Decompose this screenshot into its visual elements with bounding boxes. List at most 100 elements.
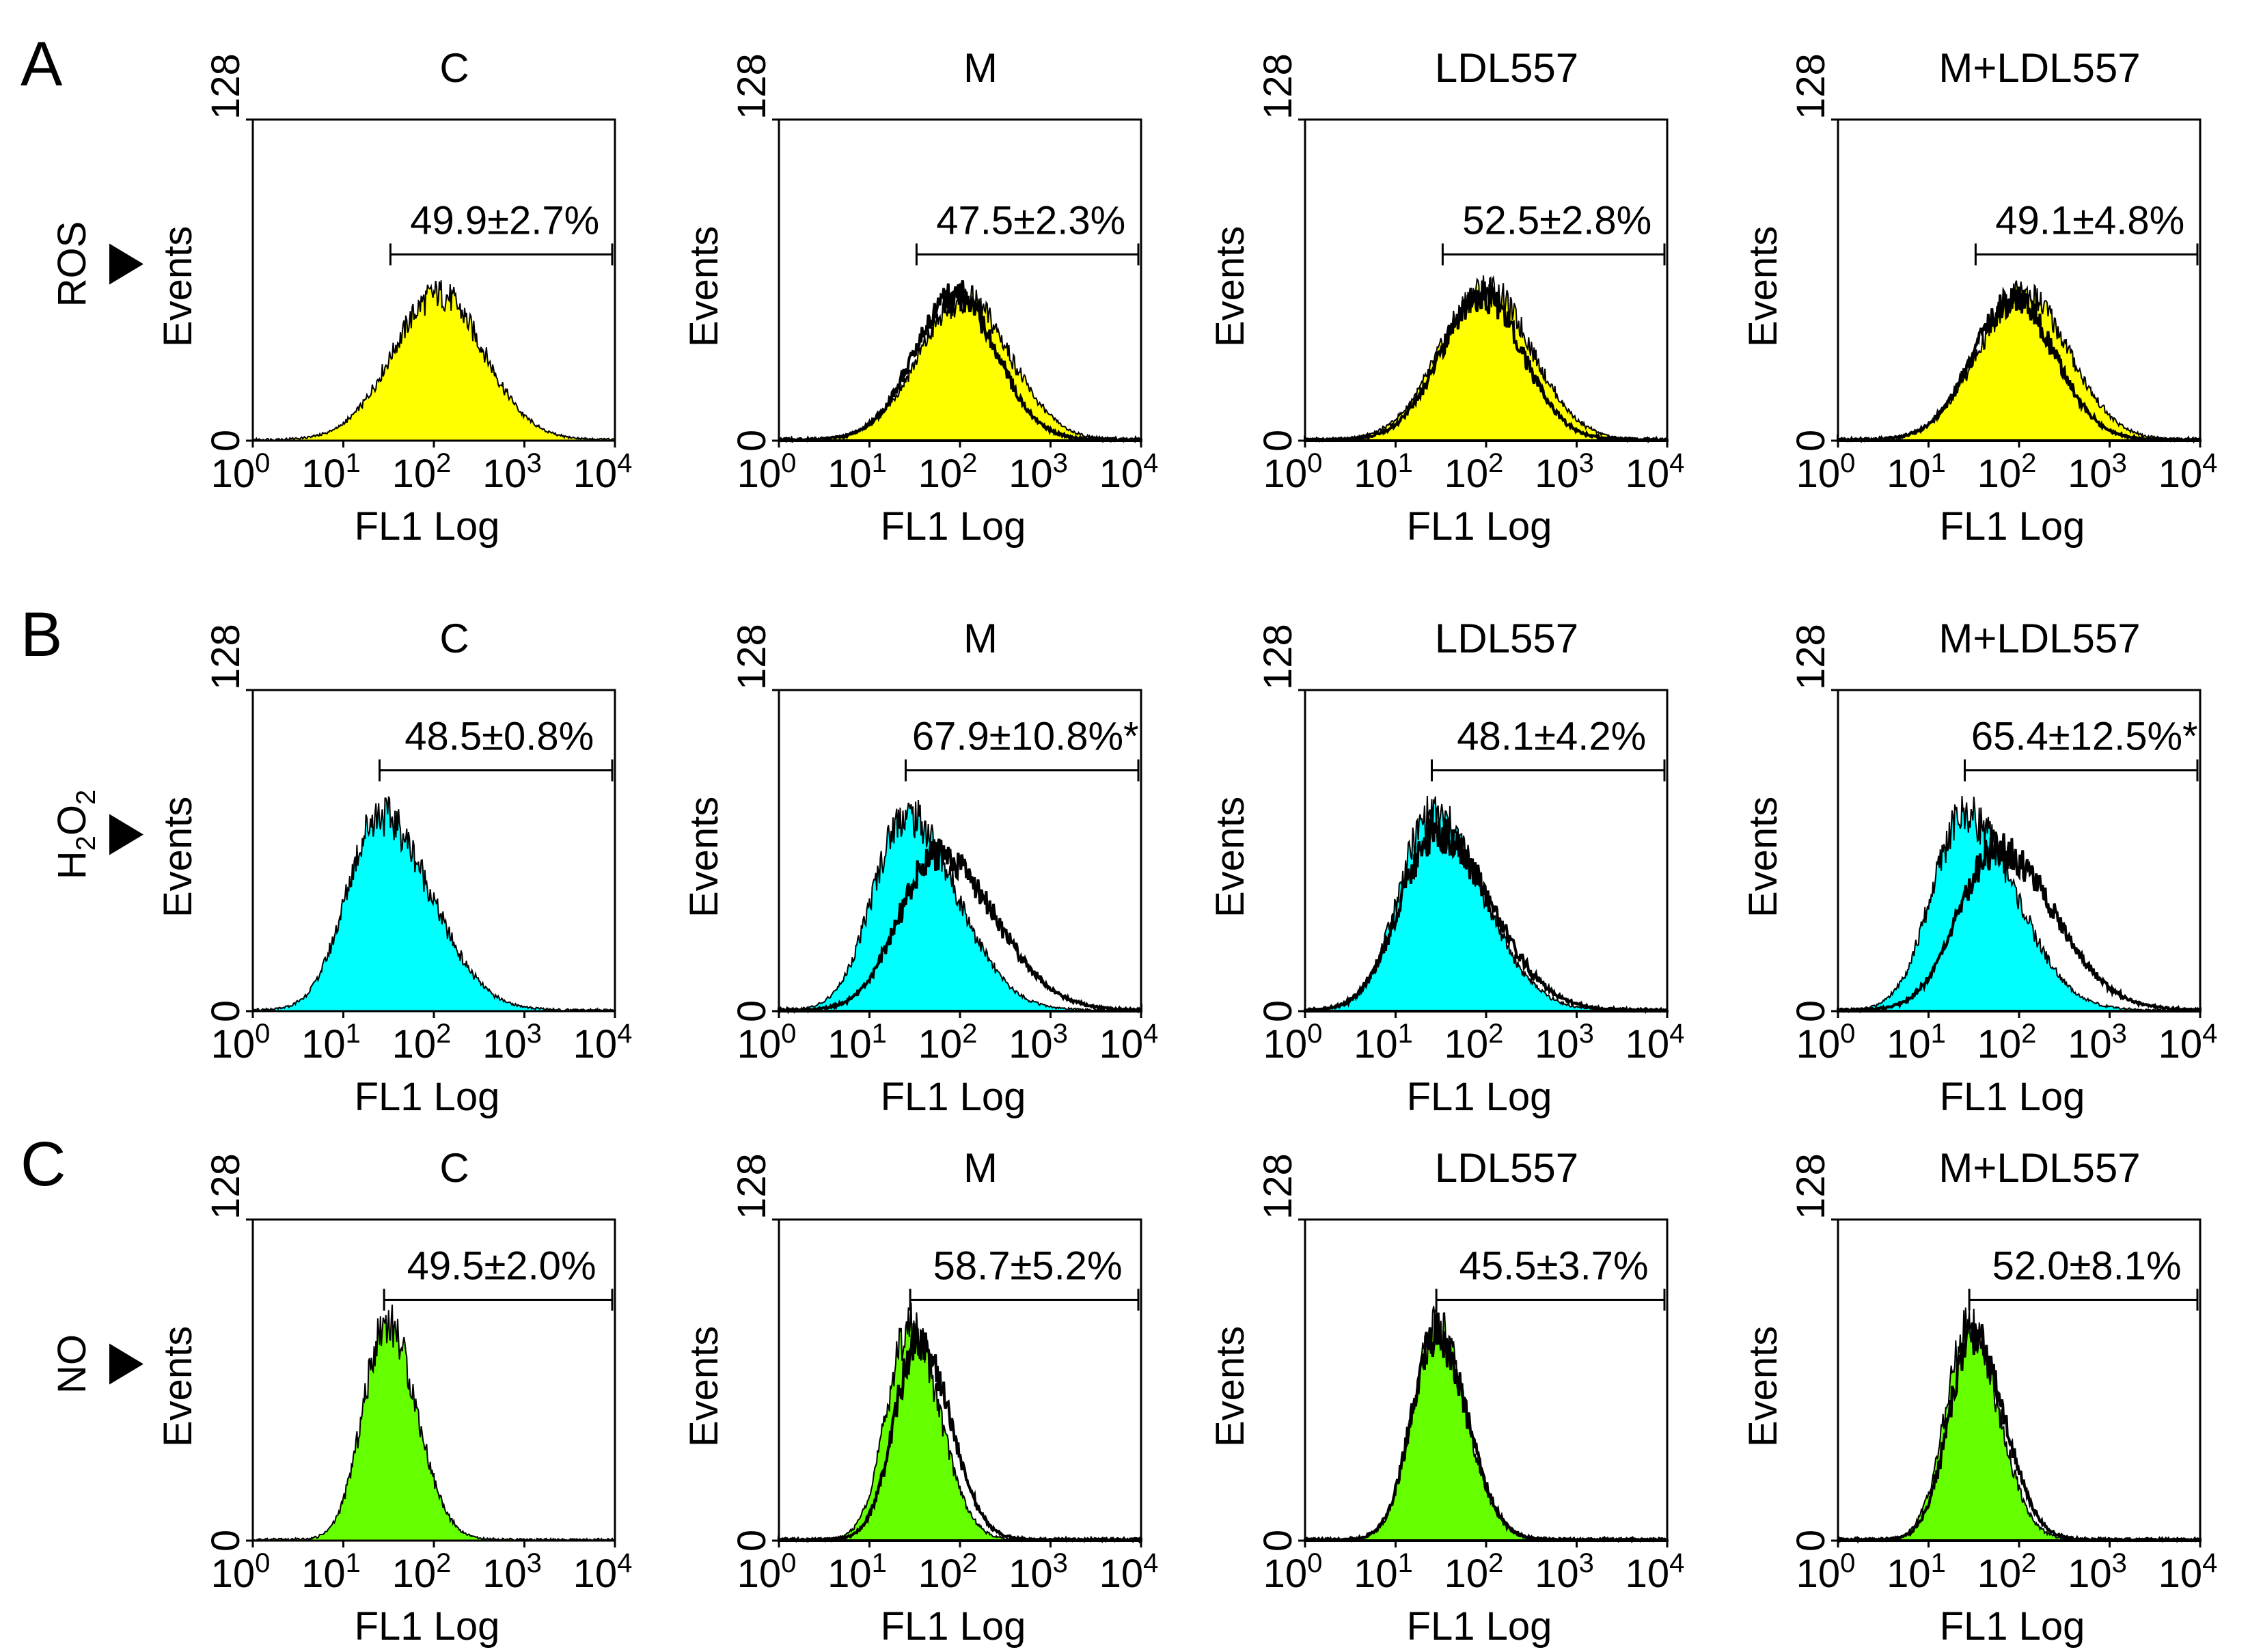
x-tick-exponent: 2 [1488,1548,1503,1578]
x-tick-base: 10 [1977,1022,2022,1066]
x-tick-label: 104 [2158,1548,2218,1596]
x-tick-exponent: 2 [2021,1548,2036,1578]
x-tick-label: 101 [301,1019,361,1066]
x-tick-base: 10 [918,1022,963,1066]
treated-histogram [778,838,1142,1015]
x-tick-label: 102 [392,448,452,496]
x-tick-label: 104 [573,1019,633,1066]
gate-percentage: 65.4±12.5%* [1971,715,2198,759]
y-tick-label: 0 [1789,1530,1833,1552]
x-tick-exponent: 3 [1579,448,1594,478]
x-tick-exponent: 0 [781,448,796,478]
x-tick-label: 101 [301,448,361,496]
x-tick-exponent: 4 [1669,1019,1684,1049]
gate-percentage: 49.1±4.8% [1995,198,2184,243]
x-tick-base: 10 [1887,1022,1931,1066]
x-tick-exponent: 3 [1053,1019,1068,1049]
x-tick-base: 10 [482,1022,527,1066]
x-axis-label: FL1 Log [1407,504,1552,549]
x-tick-exponent: 1 [1398,448,1413,478]
x-tick-label: 100 [1796,448,1856,496]
x-tick-base: 10 [737,1552,782,1596]
x-tick-exponent: 2 [2021,1019,2036,1049]
x-tick-base: 10 [1796,1022,1841,1066]
y-axis-label: Events [1741,1326,1785,1447]
x-axis-label: FL1 Log [881,504,1026,549]
x-tick-exponent: 2 [436,1019,451,1049]
y-tick-label: 128 [1256,53,1300,120]
x-tick-exponent: 3 [1053,448,1068,478]
x-tick-label: 100 [1263,1548,1323,1596]
x-tick-label: 101 [1887,1548,1946,1596]
x-tick-label: 103 [482,448,542,496]
x-tick-exponent: 1 [1931,448,1946,478]
x-tick-base: 10 [482,1552,527,1596]
x-tick-exponent: 1 [872,1019,887,1049]
x-tick-exponent: 1 [346,1548,361,1578]
x-tick-label: 101 [1887,448,1946,496]
x-tick-exponent: 1 [872,1548,887,1578]
y-axis-label: Events [156,1326,200,1447]
x-tick-base: 10 [1887,452,1931,496]
x-tick-label: 102 [918,448,978,496]
y-tick-label: 0 [204,1000,248,1022]
panel-letter-a: A [20,29,63,99]
x-tick-label: 101 [827,1019,887,1066]
x-tick-exponent: 3 [527,448,542,478]
marker-label-part: 2 [71,836,101,851]
x-tick-base: 10 [211,452,256,496]
x-tick-exponent: 4 [2202,448,2217,478]
x-tick-label: 103 [2068,448,2127,496]
x-tick-exponent: 3 [1579,1548,1594,1578]
x-tick-label: 101 [827,448,887,496]
x-tick-label: 101 [1354,1548,1413,1596]
x-tick-label: 104 [573,448,633,496]
panel-title: M+LDL557 [1938,45,2140,91]
x-tick-exponent: 0 [255,1548,270,1578]
x-tick-base: 10 [301,1552,346,1596]
treated-histogram [1837,286,2202,444]
x-tick-label: 103 [2068,1019,2127,1066]
x-tick-exponent: 1 [1931,1019,1946,1049]
x-tick-base: 10 [827,1552,872,1596]
gate-percentage: 58.7±5.2% [933,1244,1123,1289]
x-tick-label: 102 [918,1548,978,1596]
x-tick-label: 100 [211,1019,271,1066]
panel-letter-b: B [20,600,62,670]
x-tick-base: 10 [737,1022,782,1066]
y-axis-label: Events [156,226,200,347]
x-tick-exponent: 3 [2112,1019,2127,1049]
x-tick-exponent: 2 [962,448,977,478]
y-tick-label: 128 [1789,1153,1833,1220]
x-tick-label: 103 [482,1548,542,1596]
x-tick-label: 104 [1626,448,1685,496]
x-tick-exponent: 1 [1931,1548,1946,1578]
y-tick-label: 0 [1789,430,1833,452]
x-tick-exponent: 2 [962,1019,977,1049]
panel-title: M [963,45,998,91]
x-tick-base: 10 [482,452,527,496]
x-tick-exponent: 4 [1143,1019,1158,1049]
x-tick-base: 10 [1977,1552,2022,1596]
x-tick-base: 10 [2068,1022,2112,1066]
x-tick-exponent: 4 [617,1548,632,1578]
x-tick-exponent: 2 [962,1548,977,1578]
x-axis-label: FL1 Log [355,504,500,549]
x-tick-label: 102 [1977,1548,2037,1596]
x-tick-base: 10 [918,1552,963,1596]
x-tick-exponent: 1 [872,448,887,478]
x-tick-label: 100 [737,1548,797,1596]
x-tick-base: 10 [1444,1022,1489,1066]
control-histogram [252,280,616,442]
x-tick-label: 104 [1099,1548,1159,1596]
x-tick-base: 10 [1009,452,1053,496]
x-tick-base: 10 [1977,452,2022,496]
x-tick-exponent: 2 [2021,448,2036,478]
x-tick-label: 104 [1099,1019,1159,1066]
